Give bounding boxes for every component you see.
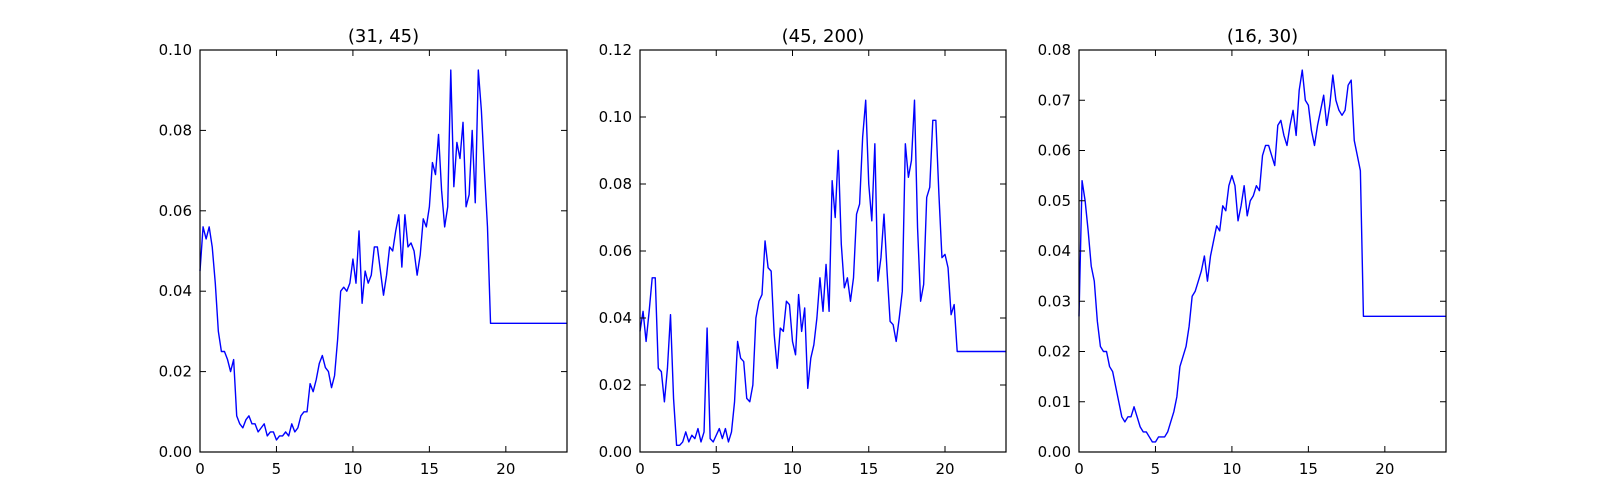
y-tick-label: 0.06 <box>1038 142 1071 160</box>
chart-title: (31, 45) <box>348 26 419 47</box>
x-tick-label: 0 <box>635 460 645 478</box>
y-tick-label: 0.06 <box>159 202 192 220</box>
x-tick-label: 20 <box>1375 460 1394 478</box>
x-tick-label: 15 <box>1299 460 1318 478</box>
x-tick-label: 10 <box>783 460 802 478</box>
x-tick-label: 10 <box>1222 460 1241 478</box>
y-tick-label: 0.00 <box>1038 443 1071 461</box>
y-tick-label: 0.04 <box>1038 242 1071 260</box>
y-tick-label: 0.04 <box>159 282 192 300</box>
y-tick-label: 0.12 <box>599 41 632 59</box>
y-tick-label: 0.02 <box>159 363 192 381</box>
y-tick-label: 0.06 <box>599 242 632 260</box>
y-tick-label: 0.04 <box>599 309 632 327</box>
series-line <box>1078 69 1446 443</box>
x-tick-label: 20 <box>496 460 515 478</box>
chart-panel-3: (16, 30) 0 5 10 15 20 0.00 0.01 0.02 0.03 0.04 0.05… <box>1038 26 1447 478</box>
y-tick-label: 0.08 <box>159 121 192 139</box>
x-tick-label: 20 <box>935 460 954 478</box>
x-tick-label: 5 <box>272 460 282 478</box>
x-tick-label: 15 <box>420 460 439 478</box>
series-line <box>199 69 567 441</box>
y-tick-label: 0.02 <box>1038 343 1071 361</box>
chart-title: (45, 200) <box>782 26 865 47</box>
axes-frame <box>199 49 568 453</box>
panels: (31, 45) 0 5 10 15 20 0.00 0.02 0.04 0.06 0.08 0.10… <box>159 26 1447 478</box>
x-tick-label: 15 <box>859 460 878 478</box>
y-tick-label: 0.07 <box>1038 91 1071 109</box>
y-tick-label: 0.01 <box>1038 393 1071 411</box>
chart-title: (16, 30) <box>1227 26 1298 47</box>
y-tick-label: 0.03 <box>1038 292 1071 310</box>
y-tick-label: 0.10 <box>159 41 192 59</box>
x-tick-label: 5 <box>711 460 721 478</box>
x-tick-label: 0 <box>195 460 205 478</box>
y-tick-label: 0.05 <box>1038 192 1071 210</box>
y-tick-label: 0.10 <box>599 108 632 126</box>
y-tick-label: 0.00 <box>159 443 192 461</box>
chart-panel-2: (45, 200) 0 5 10 15 20 0.00 0.02 0.04 0.06 0.08 0.1… <box>599 26 1007 478</box>
y-tick-label: 0.08 <box>1038 41 1071 59</box>
x-tick-label: 10 <box>343 460 362 478</box>
y-tick-label: 0.02 <box>599 376 632 394</box>
x-tick-label: 5 <box>1151 460 1161 478</box>
series-line <box>639 99 1006 446</box>
x-tick-label: 0 <box>1074 460 1084 478</box>
y-tick-label: 0.00 <box>599 443 632 461</box>
y-tick-label: 0.08 <box>599 175 632 193</box>
chart-panel-1: (31, 45) 0 5 10 15 20 0.00 0.02 0.04 0.06 0.08 0.10 <box>159 26 568 478</box>
